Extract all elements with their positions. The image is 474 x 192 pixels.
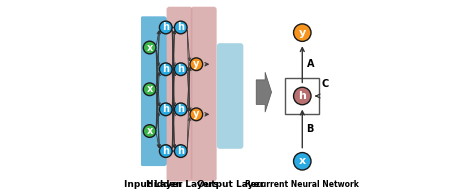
Circle shape [159, 63, 172, 76]
Circle shape [174, 21, 187, 34]
Text: h: h [177, 146, 184, 156]
Circle shape [174, 145, 187, 157]
Text: y: y [193, 59, 200, 69]
Circle shape [190, 58, 202, 71]
Text: Input Layer: Input Layer [124, 180, 182, 189]
Circle shape [174, 63, 187, 76]
FancyBboxPatch shape [217, 43, 243, 149]
Text: A: A [307, 59, 314, 69]
Circle shape [293, 87, 311, 105]
Text: x: x [299, 156, 306, 166]
Circle shape [293, 152, 311, 170]
Text: x: x [146, 84, 153, 94]
Text: h: h [162, 146, 169, 156]
Text: B: B [307, 124, 314, 134]
Circle shape [190, 108, 202, 121]
Circle shape [174, 103, 187, 116]
Circle shape [159, 103, 172, 116]
Text: h: h [177, 104, 184, 114]
Text: C: C [321, 79, 328, 89]
Text: h: h [162, 64, 169, 74]
FancyBboxPatch shape [191, 7, 217, 181]
Text: h: h [298, 91, 306, 101]
Text: h: h [162, 22, 169, 32]
Text: y: y [193, 109, 200, 119]
Text: h: h [162, 104, 169, 114]
Circle shape [143, 125, 156, 137]
Circle shape [159, 145, 172, 157]
Text: x: x [146, 126, 153, 136]
Text: y: y [299, 28, 306, 38]
Text: h: h [177, 22, 184, 32]
Circle shape [293, 24, 311, 41]
Circle shape [159, 21, 172, 34]
Text: Output Layer: Output Layer [197, 180, 264, 189]
FancyBboxPatch shape [166, 7, 192, 181]
Text: Hidden Layers: Hidden Layers [146, 180, 219, 189]
Polygon shape [256, 72, 272, 112]
Text: x: x [146, 42, 153, 53]
Circle shape [143, 83, 156, 96]
Circle shape [143, 41, 156, 54]
FancyBboxPatch shape [140, 16, 167, 166]
Text: Recurrent Neural Network: Recurrent Neural Network [246, 180, 359, 189]
Text: h: h [177, 64, 184, 74]
